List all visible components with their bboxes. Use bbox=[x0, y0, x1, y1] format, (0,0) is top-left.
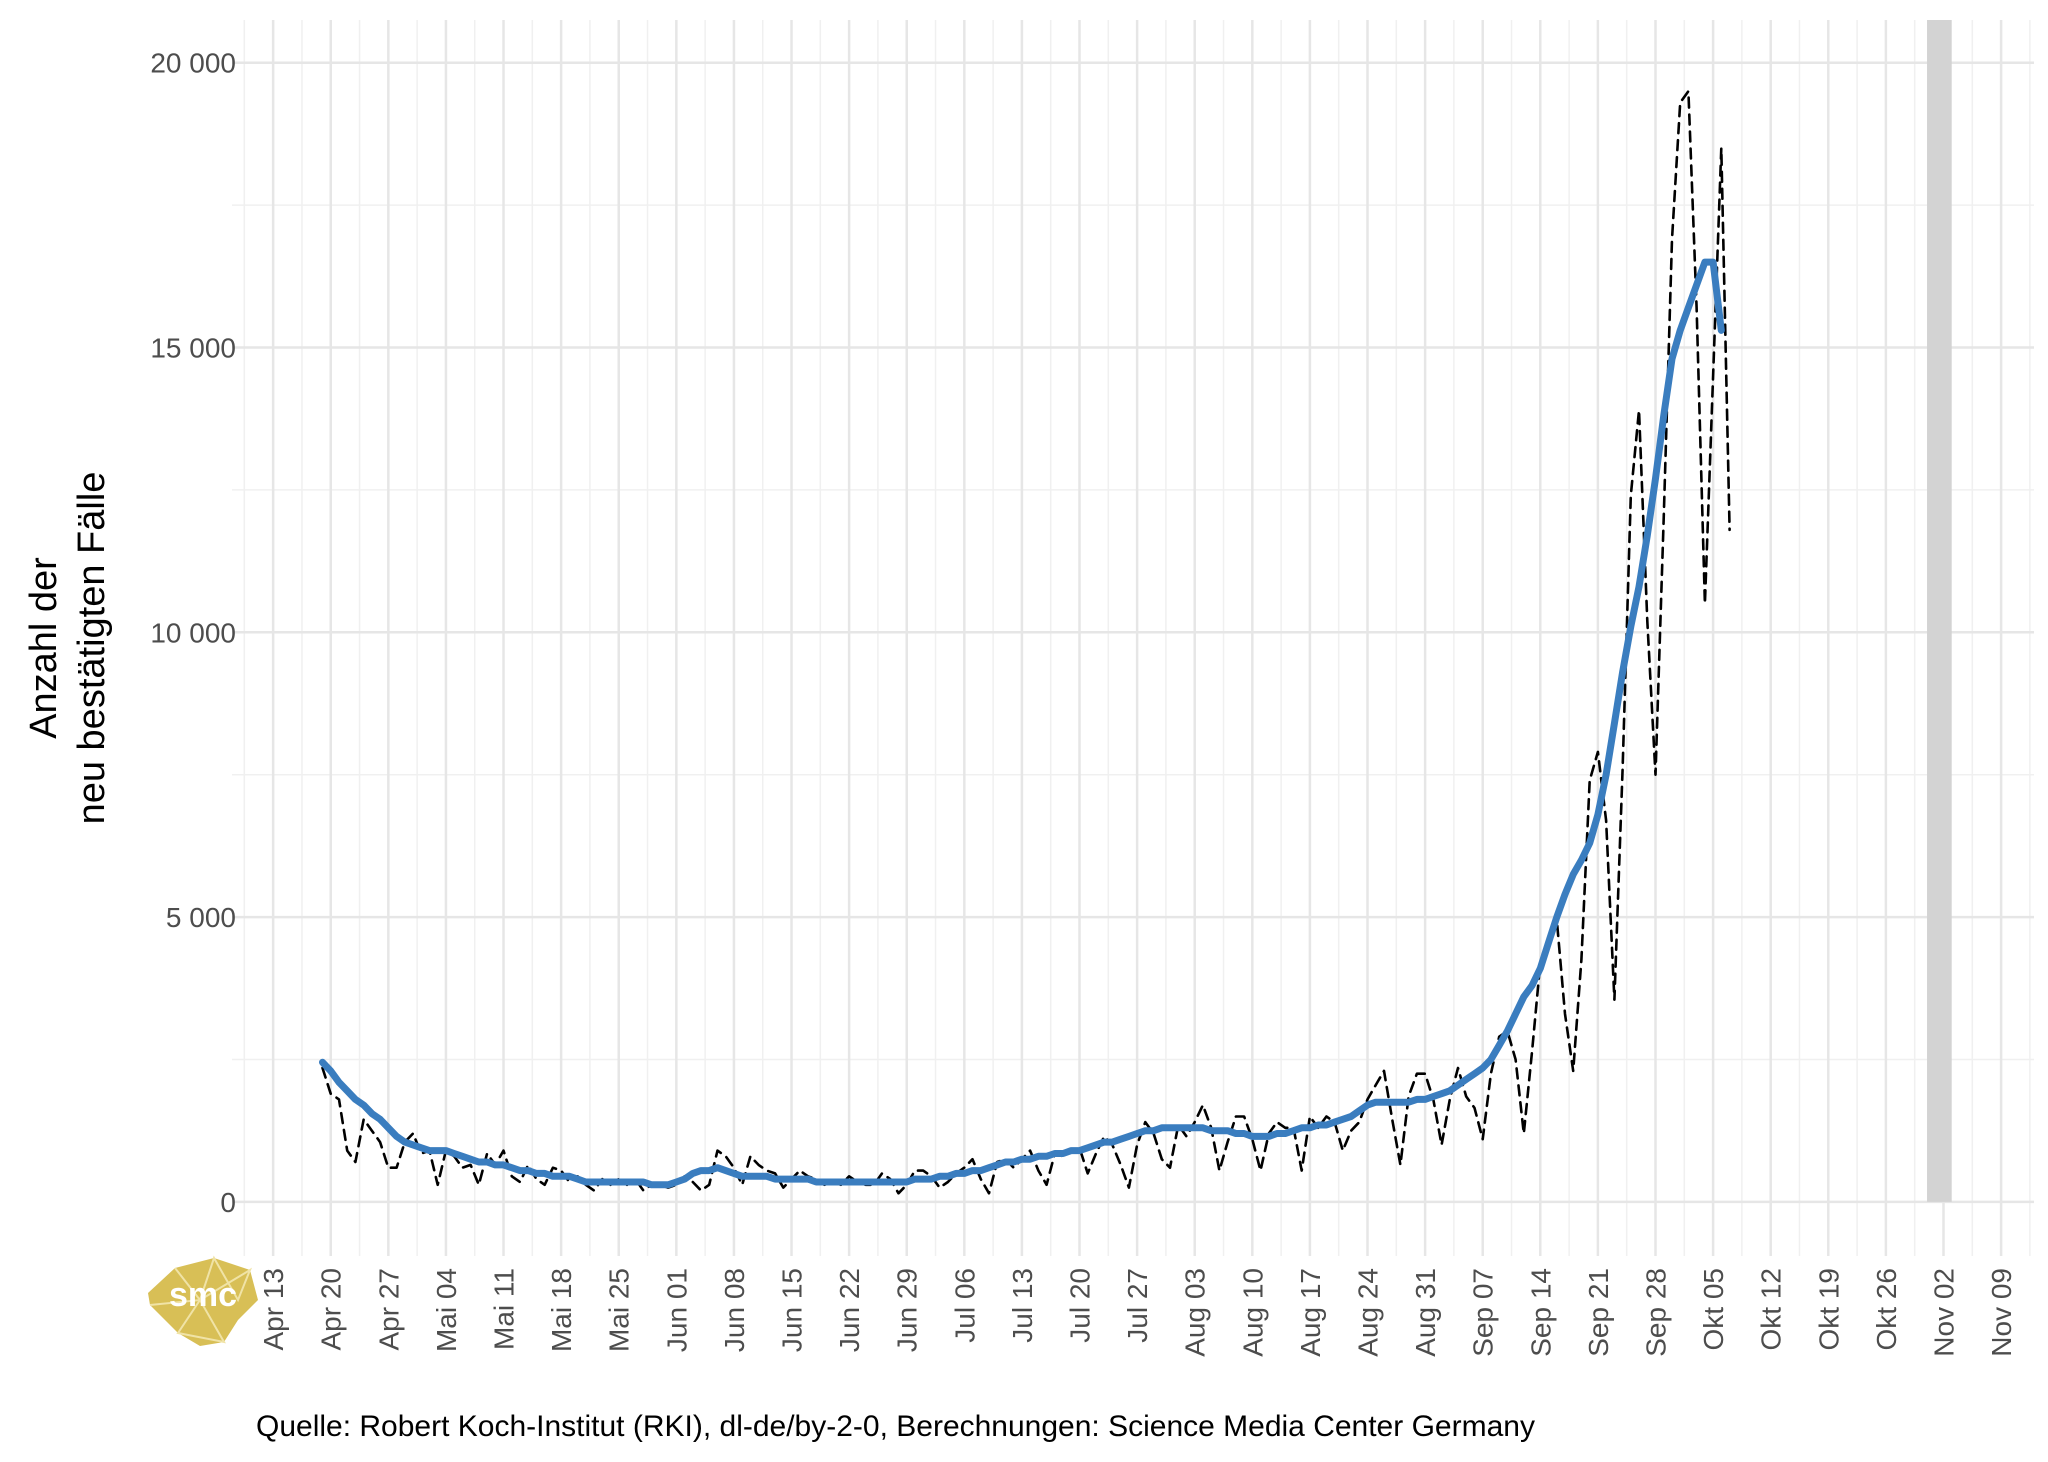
x-tick-label: Jul 20 bbox=[1065, 1268, 1096, 1343]
caption: Quelle: Robert Koch-Institut (RKI), dl-d… bbox=[256, 1410, 1535, 1443]
x-tick-label: Apr 20 bbox=[316, 1268, 347, 1351]
smc-logo-shape bbox=[148, 1258, 258, 1346]
x-tick-label: Aug 03 bbox=[1180, 1268, 1211, 1357]
series-layer bbox=[319, 89, 1731, 1195]
x-tick-label: Sep 07 bbox=[1468, 1268, 1499, 1357]
series-line-dashed bbox=[321, 89, 1731, 1195]
x-tick-label: Mai 11 bbox=[489, 1268, 520, 1350]
x-tick-label: Aug 31 bbox=[1410, 1268, 1441, 1357]
y-axis-title-line-1: Anzahl der bbox=[23, 557, 65, 739]
y-tick-label: 0 bbox=[220, 1187, 236, 1218]
x-tick-label: Aug 10 bbox=[1237, 1268, 1268, 1357]
x-tick-label: Apr 13 bbox=[258, 1268, 289, 1351]
x-tick-label: Jun 08 bbox=[719, 1268, 750, 1352]
x-tick-label: Jun 29 bbox=[892, 1268, 923, 1352]
x-tick-label: Okt 05 bbox=[1698, 1268, 1729, 1350]
highlight-band bbox=[1927, 20, 1952, 1202]
x-tick-label: Nov 02 bbox=[1928, 1268, 1959, 1357]
x-tick-label: Okt 12 bbox=[1756, 1268, 1787, 1350]
x-tick-label: Okt 26 bbox=[1871, 1268, 1902, 1350]
x-tick-label: Jun 15 bbox=[777, 1268, 808, 1352]
x-tick-label: Mai 04 bbox=[431, 1268, 462, 1352]
smc-logo: smc bbox=[148, 1255, 258, 1346]
y-axis-title-line-2: neu bestätigten Fälle bbox=[71, 472, 113, 825]
smc-logo-text: smc bbox=[169, 1276, 237, 1314]
x-tick-label: Jun 22 bbox=[834, 1268, 865, 1352]
x-axis-ticks: Apr 13 Apr 20 Apr 27 Mai 04 Mai 11 Mai 18 Mai … bbox=[258, 1268, 2017, 1357]
highlight-layer bbox=[1927, 20, 1952, 1202]
y-tick-label: 10 000 bbox=[150, 617, 236, 648]
x-tick-label: Jul 27 bbox=[1122, 1268, 1153, 1343]
x-tick-label: Aug 17 bbox=[1295, 1268, 1326, 1357]
smc-logo-facets bbox=[149, 1255, 253, 1344]
y-tick-label: 5 000 bbox=[166, 902, 236, 933]
x-tick-label: Aug 24 bbox=[1353, 1268, 1384, 1357]
x-tick-label: Nov 09 bbox=[1986, 1268, 2017, 1357]
x-tick-label: Sep 21 bbox=[1583, 1268, 1614, 1357]
x-tick-label: Okt 19 bbox=[1813, 1268, 1844, 1350]
x-tick-label: Jun 01 bbox=[661, 1268, 692, 1352]
y-tick-label: 20 000 bbox=[150, 48, 236, 79]
y-axis-ticks: 0 5 000 10 000 15 000 20 000 bbox=[150, 48, 236, 1218]
x-tick-label: Jul 13 bbox=[1007, 1268, 1038, 1343]
grid-major bbox=[232, 20, 2034, 1256]
x-tick-label: Mai 18 bbox=[546, 1268, 577, 1352]
y-tick-label: 15 000 bbox=[150, 333, 236, 364]
series-line-solid bbox=[319, 258, 1725, 1189]
x-tick-label: Mai 25 bbox=[604, 1268, 635, 1352]
x-tick-label: Apr 27 bbox=[373, 1268, 404, 1351]
x-tick-label: Sep 14 bbox=[1525, 1268, 1556, 1357]
x-tick-label: Jul 06 bbox=[949, 1268, 980, 1343]
x-tick-label: Sep 28 bbox=[1640, 1268, 1671, 1357]
